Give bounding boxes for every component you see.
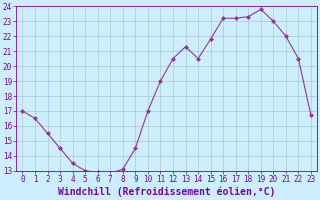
X-axis label: Windchill (Refroidissement éolien,°C): Windchill (Refroidissement éolien,°C) (58, 187, 276, 197)
